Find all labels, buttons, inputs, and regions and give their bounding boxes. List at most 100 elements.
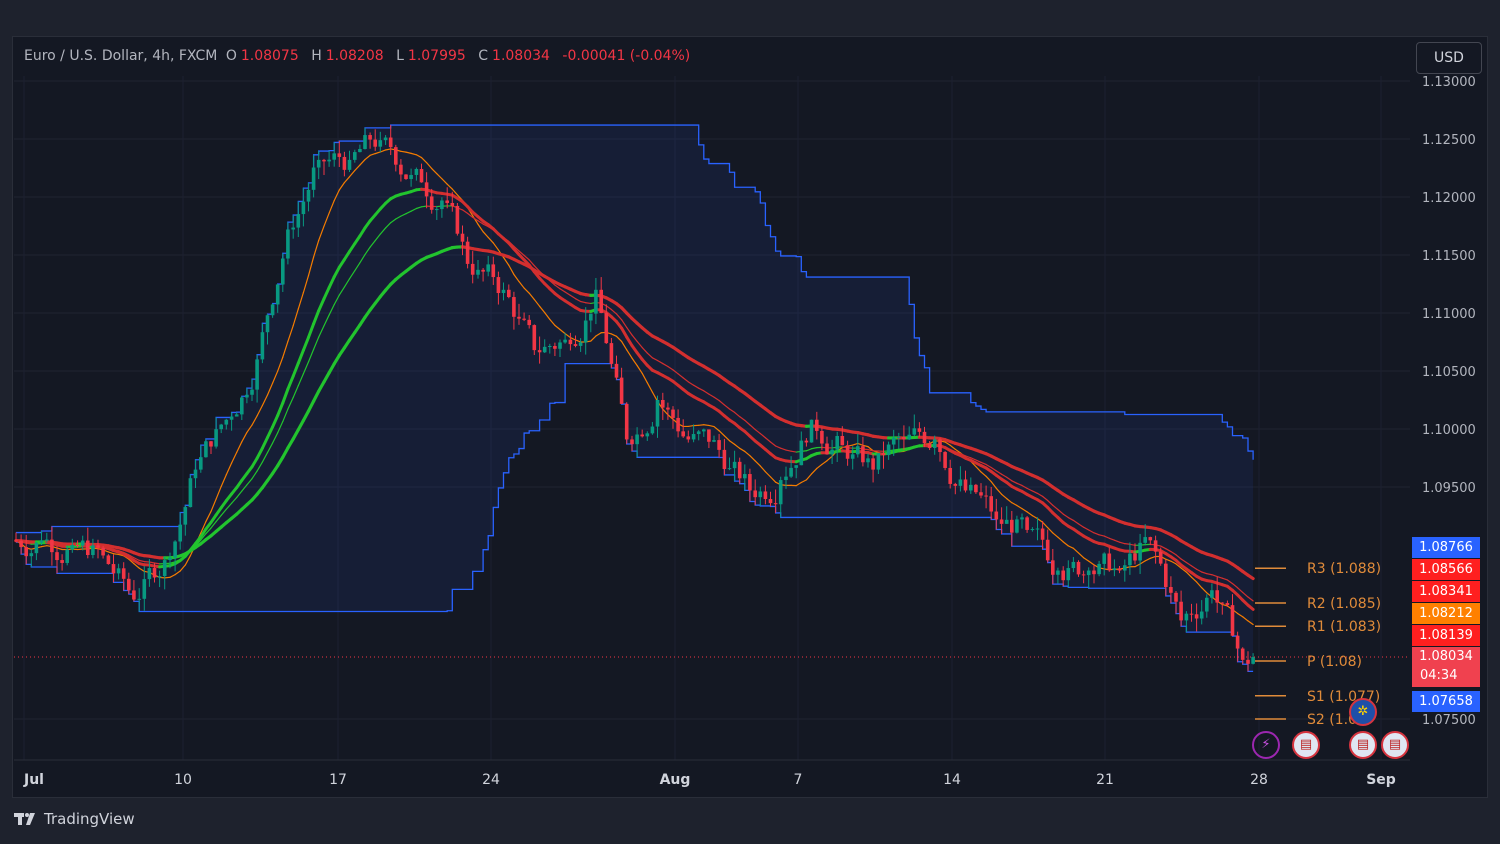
candle-body	[373, 139, 377, 147]
candle-body	[291, 227, 295, 230]
candle-body	[70, 545, 75, 550]
candle-body	[1097, 563, 1101, 575]
high-label: H	[311, 48, 322, 64]
ma-fast	[662, 408, 669, 416]
ma-medium	[256, 461, 263, 472]
ma-fast	[1236, 612, 1244, 618]
ma-slow-1	[301, 335, 310, 352]
ma-fast	[980, 471, 987, 477]
ma-medium	[1036, 492, 1044, 497]
candle-body	[409, 174, 413, 180]
candle-body	[1040, 528, 1045, 540]
candle-body	[75, 545, 80, 546]
candle-body	[183, 507, 188, 525]
ma-medium	[687, 381, 695, 386]
candle-body	[897, 436, 901, 438]
price-tag-value: 1.08341	[1419, 584, 1473, 599]
candle-body	[630, 439, 634, 445]
candle-body	[994, 511, 999, 520]
ma-medium	[405, 210, 412, 215]
ma-medium	[749, 424, 756, 431]
currency-button[interactable]: USD	[1416, 42, 1482, 74]
ma-medium	[610, 308, 618, 315]
y-tick-label: 1.13000	[1422, 75, 1476, 90]
candle-body	[414, 168, 419, 175]
candle-body	[676, 417, 680, 432]
ma-fast	[302, 274, 310, 294]
low-value: 1.07995	[407, 48, 466, 64]
ma-slow-1	[209, 513, 218, 524]
chart-pane[interactable]	[12, 36, 1488, 798]
candle-body	[29, 553, 34, 557]
ma-fast	[56, 547, 63, 551]
ma-fast	[1026, 511, 1034, 517]
channel-fill	[16, 125, 1254, 672]
eu-flag-event-icon[interactable]: ✲	[1349, 698, 1377, 726]
ma-fast	[759, 465, 767, 473]
candle-body	[188, 478, 193, 508]
candle-body	[702, 429, 706, 432]
ma-fast	[1144, 557, 1151, 562]
ma-medium	[369, 240, 376, 248]
ma-fast	[277, 356, 284, 372]
ma-fast	[415, 154, 423, 159]
us-flag-event-icon[interactable]: ▤	[1381, 731, 1409, 759]
candle-body	[286, 229, 290, 259]
ma-fast	[1134, 563, 1141, 568]
candle-body	[24, 547, 28, 557]
ma-fast	[272, 370, 279, 384]
candle-body	[640, 434, 644, 437]
ma-medium	[400, 213, 407, 217]
candle-body	[589, 313, 593, 321]
ma-medium	[533, 265, 541, 272]
candle-body	[732, 461, 737, 469]
ma-slow-2	[1246, 573, 1255, 581]
us-flag-event-icon[interactable]: ▤	[1349, 731, 1377, 759]
candle-body	[778, 480, 783, 505]
tradingview-logo[interactable]: TradingView	[14, 810, 135, 828]
candle-body	[363, 135, 367, 149]
candle-body	[383, 137, 388, 141]
candle-body	[681, 431, 685, 437]
candle-body	[907, 434, 911, 440]
lightning-event-icon[interactable]: ⚡	[1252, 731, 1280, 759]
ma-medium	[964, 455, 972, 459]
ma-medium	[338, 286, 345, 296]
ma-fast	[482, 231, 489, 238]
candle-body	[178, 524, 182, 542]
ma-medium	[467, 212, 474, 218]
ma-fast	[985, 475, 992, 483]
ma-fast	[703, 424, 710, 427]
ma-medium	[1180, 558, 1188, 564]
ma-medium	[1082, 526, 1090, 531]
candle-body	[707, 429, 711, 442]
ma-medium	[1057, 508, 1064, 515]
ma-fast	[508, 264, 515, 276]
ma-fast	[641, 372, 648, 384]
ma-fast	[420, 156, 428, 164]
candle-body	[137, 598, 141, 600]
ma-medium	[302, 361, 310, 375]
candle-body	[496, 277, 501, 294]
us-flag-event-icon[interactable]: ▤	[1292, 731, 1320, 759]
ma-fast	[184, 555, 191, 566]
ma-slow-1	[255, 446, 264, 460]
candle-body	[850, 454, 855, 459]
ma-fast	[549, 318, 556, 326]
pivot-label: R3 (1.088)	[1307, 561, 1381, 577]
symbol-title: Euro / U.S. Dollar, 4h, FXCM	[24, 48, 218, 64]
ma-medium	[1190, 565, 1198, 570]
candle-body	[168, 557, 172, 561]
candle-body	[419, 168, 424, 183]
ma-fast	[1221, 603, 1229, 607]
ma-fast	[364, 154, 371, 161]
ma-fast	[1201, 587, 1208, 594]
ma-medium	[307, 348, 315, 363]
ma-fast	[1077, 552, 1085, 559]
ma-medium	[636, 340, 643, 349]
ma-fast	[1072, 547, 1080, 554]
candle-body	[470, 263, 475, 275]
candle-body	[583, 320, 588, 343]
ma-medium	[241, 484, 248, 492]
